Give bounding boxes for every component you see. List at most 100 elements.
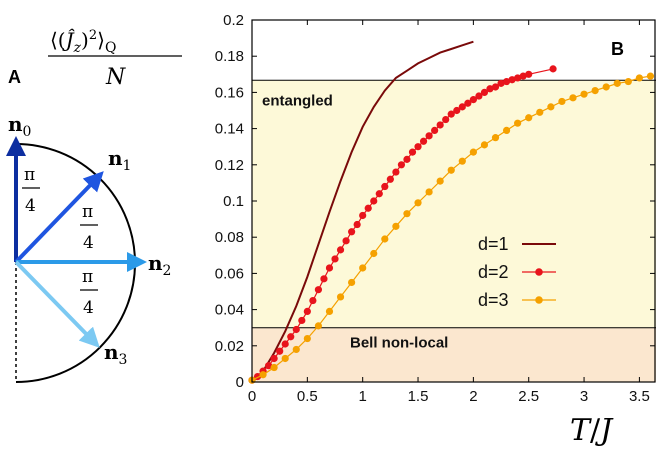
data-point-d=2 [270,354,278,363]
x-tick-label: 3 [580,388,588,405]
data-point-d=2 [425,132,433,140]
y-axis-label-numerator: ⟨(Ĵz)2⟩Q [50,27,116,56]
panel-a-label: A [8,67,21,87]
data-point-d=2 [397,161,406,169]
data-point-d=2 [431,126,439,135]
y-ticks: 0 0.02 0.04 0.06 0.08 0.1 0.12 0.14 0.16 0.18 0.2 [215,12,655,391]
data-point-d=2 [392,168,400,176]
svg-text:π: π [82,267,93,287]
data-point-d=3 [514,119,522,127]
data-point-d=2 [486,85,494,93]
y-tick-label: 0.16 [215,84,244,101]
data-point-d=3 [558,97,566,106]
data-point-d=2 [514,74,522,82]
x-tick-label: 2 [469,388,477,405]
data-point-d=2 [265,362,273,370]
y-tick-label: 0.2 [223,12,244,29]
data-point-d=3 [348,278,356,287]
data-point-d=3 [580,90,588,98]
y-axis-label-denominator: N [105,65,126,90]
data-point-d=3 [370,249,378,258]
data-point-d=2 [549,65,557,73]
y-tick-label: 0.18 [215,48,244,65]
data-point-d=2 [497,79,505,87]
data-point-d=2 [436,121,444,129]
data-point-d=3 [359,264,367,272]
panel-b: 00.020.040.060.080.10.120.140.160.180.2 … [215,12,656,448]
data-point-d=3 [624,77,632,86]
y-axis-label: ⟨(Ĵz)2⟩Q N [48,27,182,90]
data-point-d=2 [353,220,361,229]
legend-label: d=1 [478,234,509,254]
bell-region-label: Bell non-local [350,335,448,352]
data-point-d=2 [491,83,500,91]
data-point-d=2 [502,77,511,86]
data-point-d=2 [287,333,295,341]
vector-n1-label: n1 [108,146,131,174]
legend-label: d=3 [478,290,509,310]
svg-text:π: π [24,165,35,185]
data-point-d=3 [547,103,555,111]
data-point-d=2 [386,175,394,183]
data-point-d=3 [525,114,533,122]
data-point-d=3 [381,235,389,243]
x-tick-label: 0 [248,388,256,405]
data-point-d=3 [325,307,334,316]
x-tick-label: 0.5 [297,388,318,405]
y-tick-label: 0.14 [215,121,244,138]
angle-label-2: π 4 [80,202,98,253]
data-point-d=3 [447,166,455,174]
data-point-d=2 [325,264,334,272]
data-point-d=3 [336,293,345,301]
y-tick-label: 0.04 [215,302,244,319]
y-tick-label: 0.08 [215,229,244,246]
data-point-d=2 [298,316,306,325]
data-point-d=3 [569,94,577,102]
data-point-d=3 [281,354,289,363]
y-tick-label: 0.06 [215,265,244,282]
data-point-d=3 [436,177,444,185]
entangled-region-label: entangled [262,92,333,109]
legend-swatch-marker [535,268,543,276]
angle-label-1: π 4 [22,165,40,216]
data-point-d=2 [348,228,356,236]
vector-n0-label: n0 [8,112,31,140]
legend: d=1 d=2 d=3 [478,234,556,310]
data-point-d=3 [259,371,267,379]
data-point-d=2 [303,307,311,316]
data-point-d=2 [442,115,450,124]
data-point-d=2 [320,275,328,283]
panel-a: A n0 n1 n2 n3 π 4 π 4 π 4 [5,67,171,383]
data-point-d=3 [613,79,621,87]
angle-label-3: π 4 [80,267,98,318]
data-point-d=3 [458,157,466,165]
data-point-d=3 [314,322,323,330]
vector-n3-label: n3 [104,340,127,368]
data-point-d=2 [480,88,489,96]
data-point-d=2 [309,296,317,305]
data-point-d=2 [414,143,422,151]
legend-label: d=2 [478,262,509,282]
data-point-d=3 [491,134,500,142]
data-point-d=2 [370,197,378,205]
data-point-d=2 [419,137,428,145]
data-point-d=2 [469,96,477,104]
svg-text:4: 4 [83,298,94,318]
data-point-d=3 [392,222,400,230]
x-ticks: 0 0.5 1 1.5 2 2.5 3 3.5 [248,20,650,405]
y-tick-label: 0.1 [223,193,244,210]
data-point-d=2 [359,211,367,220]
data-point-d=2 [281,340,289,348]
panel-b-label: B [611,39,624,59]
svg-text:π: π [82,202,93,222]
vector-n3-arrow [14,260,100,348]
data-point-d=3 [403,210,411,218]
y-tick-label: 0 [236,374,244,391]
data-point-d=2 [364,204,372,212]
data-point-d=2 [525,70,533,78]
x-tick-label: 1.5 [408,388,429,405]
x-tick-label: 3.5 [629,388,650,405]
data-point-d=2 [381,182,389,191]
data-point-d=2 [508,76,516,84]
